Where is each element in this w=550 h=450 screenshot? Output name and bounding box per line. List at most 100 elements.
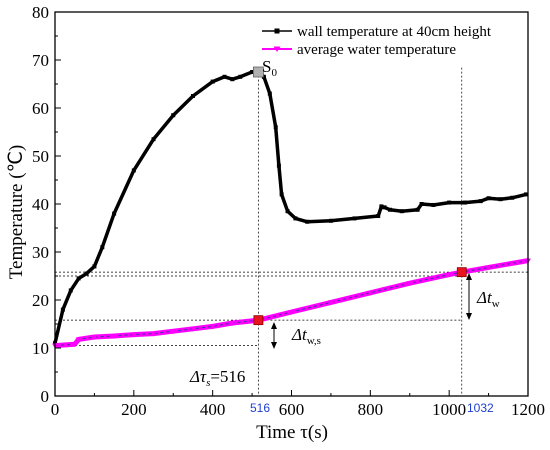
water-point xyxy=(130,332,137,338)
x-tick-label-1: 200 xyxy=(121,400,147,419)
wall-point xyxy=(151,137,156,142)
water-point xyxy=(327,300,334,306)
wall-point xyxy=(76,276,81,281)
delta-tau-s-value: =516 xyxy=(210,367,245,386)
water-point xyxy=(71,342,78,348)
wall-point xyxy=(230,77,235,82)
wall-point xyxy=(328,218,333,223)
arrow-delta-tw xyxy=(466,273,472,320)
y-tick-label-3: 30 xyxy=(32,243,49,262)
x-axis-title: Time τ(s) xyxy=(256,422,328,443)
legend-marker-wall xyxy=(274,28,280,34)
water-point xyxy=(91,334,98,340)
wall-point xyxy=(276,163,281,168)
wall-point xyxy=(419,202,424,206)
wall-point xyxy=(210,79,215,84)
wall-point xyxy=(222,74,227,79)
wall-point xyxy=(447,200,452,205)
x-mark-1032: 1032 xyxy=(467,401,494,415)
wall-point xyxy=(100,245,105,250)
arrow-delta-tw-s xyxy=(271,322,277,349)
s0-main: S xyxy=(262,57,271,76)
wall-point xyxy=(415,207,420,212)
wall-point xyxy=(112,211,117,216)
y-axis-title: Temperature (℃) xyxy=(6,145,27,279)
annotations: S0 Δτs=516 Δtw,s Δtw 516 1032 xyxy=(189,57,500,415)
water-point xyxy=(446,272,453,278)
water-point xyxy=(170,329,177,335)
wall-point xyxy=(171,113,176,118)
water-point xyxy=(367,290,374,296)
water-point xyxy=(229,321,236,327)
x-tick-label-2: 400 xyxy=(200,400,226,419)
delta-tw-sub: w xyxy=(492,298,500,310)
x-tick-label-0: 0 xyxy=(51,400,60,419)
wall-point xyxy=(84,271,89,276)
wall-point xyxy=(352,216,357,221)
x-tick-label-6: 1200 xyxy=(511,400,545,419)
delta-tw-s-main: Δt xyxy=(291,325,308,344)
x-mark-516: 516 xyxy=(250,401,270,415)
marked-point-0 xyxy=(253,315,264,326)
wall-point xyxy=(399,209,404,214)
arrow-delta-tw-head-down xyxy=(466,313,472,320)
axes: 0 200 400 600 800 1000 1200 0 10 20 30 40 50 60 70 80 xyxy=(32,3,545,419)
wall-point xyxy=(379,204,384,209)
wall-point xyxy=(267,91,272,96)
legend-label-wall: wall temperature at 40cm height xyxy=(297,24,492,40)
y-tick-label-8: 80 xyxy=(32,3,49,22)
wall-point xyxy=(305,219,310,224)
legend-marker-water xyxy=(273,46,281,52)
s0-sub: 0 xyxy=(271,67,277,79)
wall-point xyxy=(431,202,436,207)
water-point xyxy=(485,265,492,271)
x-tick-label-5: 1000 xyxy=(432,400,466,419)
delta-tau-s-sub: s xyxy=(206,377,210,389)
wall-point xyxy=(462,200,467,205)
wall-point xyxy=(261,74,266,79)
wall-point xyxy=(238,74,243,79)
delta-tw-s-sub: w,s xyxy=(307,335,321,347)
y-tick-label-6: 60 xyxy=(32,99,49,118)
delta-tw-label: Δtw xyxy=(476,288,500,310)
wall-point xyxy=(498,197,503,202)
wall-point xyxy=(60,307,65,312)
y-tick-label-2: 20 xyxy=(32,291,49,310)
wall-point xyxy=(250,70,255,74)
delta-tw-s-label: Δtw,s xyxy=(291,325,321,347)
marked-point-1 xyxy=(456,267,467,278)
s0-label: S0 xyxy=(262,57,277,79)
y-tick-label-1: 10 xyxy=(32,339,49,358)
wall-point xyxy=(524,192,529,197)
series-layer xyxy=(52,66,531,349)
wall-point xyxy=(279,192,284,197)
y-tick-label-0: 0 xyxy=(41,387,50,406)
wall-point xyxy=(131,168,136,173)
s0-marker xyxy=(252,66,264,78)
arrow-delta-tw-s-head-down xyxy=(271,342,277,349)
water-point xyxy=(209,324,216,330)
x-tick-label-4: 800 xyxy=(358,400,384,419)
x-tick-label-3: 600 xyxy=(279,400,305,419)
wall-point xyxy=(92,264,97,269)
wall-point xyxy=(486,196,491,201)
reference-lines xyxy=(55,67,528,396)
wall-point xyxy=(388,207,393,212)
arrow-delta-tw-s-head-up xyxy=(271,322,277,329)
legend-label-water: average water temperature xyxy=(297,42,456,58)
series-wall-line xyxy=(53,70,527,344)
wall-point xyxy=(376,214,381,218)
delta-tau-s-main: Δτ xyxy=(189,367,207,386)
wall-point xyxy=(510,195,515,200)
y-tick-label-4: 40 xyxy=(32,195,49,214)
wall-point xyxy=(285,209,290,214)
series-water-dash xyxy=(54,260,529,347)
water-point xyxy=(406,281,413,287)
delta-tw-main: Δt xyxy=(476,288,493,307)
wall-point xyxy=(190,94,195,98)
y-tick-label-7: 70 xyxy=(32,51,49,70)
wall-point xyxy=(273,125,278,130)
wall-point xyxy=(68,288,73,293)
arrow-delta-tw-head-up xyxy=(466,273,472,280)
